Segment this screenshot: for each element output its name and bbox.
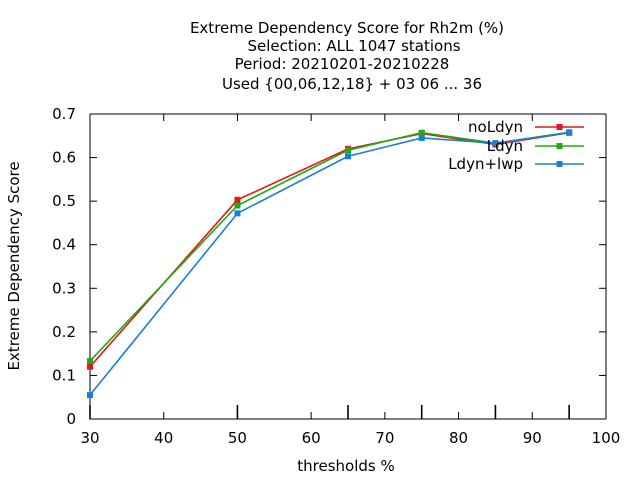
data-point [87, 358, 93, 365]
legend-swatch-marker [556, 124, 563, 130]
legend-label: Ldyn+lwp [448, 155, 523, 173]
x-axis-label: thresholds % [297, 457, 394, 475]
legend-label: noLdyn [468, 118, 523, 136]
y-axis-label: Extreme Dependency Score [5, 161, 23, 370]
data-point [418, 129, 425, 136]
data-point [566, 129, 573, 136]
series-layer [87, 129, 573, 399]
data-point [234, 210, 241, 217]
legend-label: Ldyn [487, 137, 523, 155]
y-tick-label: 0.7 [52, 105, 76, 123]
title-line-3: Period: 20210201-20210228 [235, 55, 450, 73]
x-tick-labels: 30 40 50 60 70 80 90 100 [80, 429, 620, 447]
x-tick-label: 70 [375, 429, 394, 447]
axis-ticks [89, 113, 607, 420]
data-point [87, 363, 93, 370]
data-point [234, 196, 241, 203]
data-point [418, 134, 425, 141]
series-line-ldyn-lwp [89, 131, 570, 396]
x-tick-label: 100 [592, 429, 621, 447]
plot-frame [89, 113, 607, 420]
data-point [492, 140, 499, 147]
y-tick-label: 0 [66, 410, 76, 428]
legend-swatch-marker [556, 161, 563, 167]
x-tick-label: 90 [523, 429, 542, 447]
x-tick-label: 50 [228, 429, 247, 447]
legend-swatch-marker [556, 143, 563, 149]
y-tick-labels: 0 0.1 0.2 0.3 0.4 0.5 0.6 0.7 [52, 105, 76, 428]
y-tick-label: 0.5 [52, 192, 76, 210]
data-point [345, 147, 351, 154]
x-tick-label: 60 [302, 429, 321, 447]
title-line-1: Extreme Dependency Score for Rh2m (%) [190, 19, 504, 37]
chart-title: Extreme Dependency Score for Rh2m (%) Se… [190, 19, 504, 93]
data-point [345, 153, 351, 160]
data-point [234, 202, 241, 209]
y-tick-label: 0.2 [52, 323, 76, 341]
x-tick-label: 80 [449, 429, 468, 447]
x-tick-label: 40 [154, 429, 173, 447]
title-line-2: Selection: ALL 1047 stations [247, 37, 460, 55]
y-tick-label: 0.6 [52, 149, 76, 167]
title-line-4: Used {00,06,12,18} + 03 06 ... 36 [222, 75, 482, 93]
x-tick-label: 30 [80, 429, 99, 447]
data-point [87, 392, 93, 399]
y-tick-label: 0.4 [52, 236, 76, 254]
y-tick-label: 0.1 [52, 366, 76, 384]
y-tick-label: 0.3 [52, 279, 76, 297]
